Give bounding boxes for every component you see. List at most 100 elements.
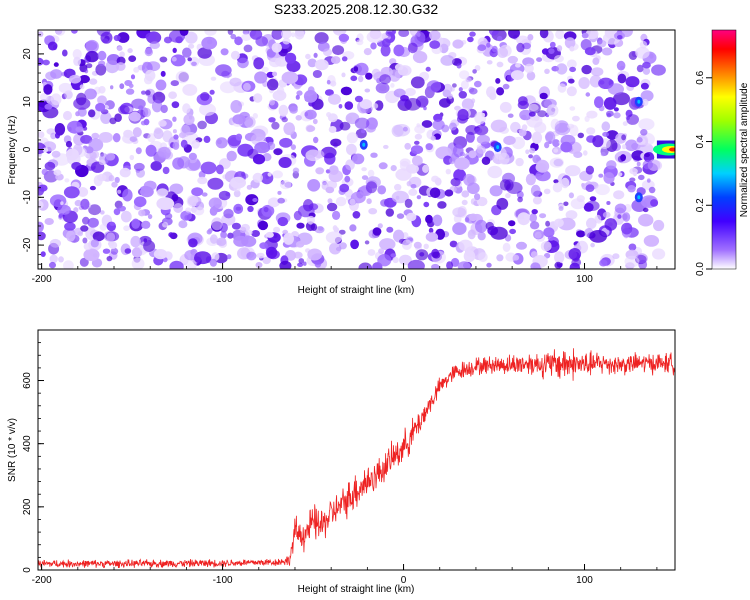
heatmap-blob xyxy=(201,192,208,197)
heatmap-blob xyxy=(303,90,318,103)
heatmap-blob xyxy=(640,90,654,102)
heatmap-blob xyxy=(324,89,334,96)
heatmap-blob xyxy=(581,64,592,75)
heatmap-blob xyxy=(188,238,198,248)
heatmap-blob xyxy=(106,256,113,262)
heatmap-blob xyxy=(440,55,455,66)
heatmap-blob xyxy=(600,151,606,157)
heatmap-blob xyxy=(100,31,113,44)
heatmap-blob xyxy=(243,44,253,53)
heatmap-blob xyxy=(508,220,516,227)
heatmap-blob xyxy=(175,36,183,44)
heatmap-blob xyxy=(159,56,168,63)
heatmap-blob xyxy=(283,122,296,136)
heatmap-blob xyxy=(391,190,409,204)
heatmap-blob xyxy=(346,143,357,156)
heatmap-blob xyxy=(601,121,611,132)
heatmap-blob xyxy=(330,138,342,147)
heatmap-blob xyxy=(200,91,210,101)
heatmap-blob xyxy=(269,57,282,68)
heatmap-blob xyxy=(556,45,563,52)
heatmap-blob xyxy=(43,84,53,95)
heatmap-blob xyxy=(97,95,107,105)
heatmap-blob xyxy=(133,196,147,207)
heatmap-blob xyxy=(254,141,271,154)
heatmap-blob xyxy=(606,110,614,117)
heatmap-blob xyxy=(617,172,623,177)
snr-x-axis-label: Height of straight line (km) xyxy=(298,584,415,595)
heatmap-blob xyxy=(90,239,99,248)
heatmap-blob xyxy=(295,115,302,121)
heatmap-blob xyxy=(180,124,191,137)
heatmap-blob xyxy=(109,117,117,125)
heatmap-blob xyxy=(516,241,527,250)
heatmap-blob xyxy=(268,117,276,123)
heatmap-blob xyxy=(590,242,595,248)
heatmap-blob xyxy=(330,56,341,64)
heatmap-blob xyxy=(184,250,198,261)
heatmap-blob xyxy=(651,64,666,76)
heatmap-blob xyxy=(429,40,441,49)
heatmap-blob xyxy=(145,144,157,157)
heatmap-blob xyxy=(345,159,355,171)
heatmap-blob xyxy=(42,106,59,119)
heatmap-blob xyxy=(38,221,44,233)
heatmap-blob xyxy=(354,117,370,129)
heatmap-blob xyxy=(169,183,184,195)
heatmap-blob xyxy=(307,248,323,261)
heatmap-blob xyxy=(425,214,433,224)
heatmap-blob xyxy=(328,113,338,123)
heatmap-blob xyxy=(412,155,423,166)
heatmap-blob xyxy=(406,212,417,222)
colorbar-tick-label: 0.6 xyxy=(695,70,706,84)
heatmap-blob xyxy=(128,55,137,62)
heatmap-blob xyxy=(641,98,649,107)
heatmap-blob xyxy=(354,95,363,103)
heatmap-blob xyxy=(183,114,195,125)
heatmap-blob xyxy=(182,84,198,96)
heatmap-blob xyxy=(98,60,106,67)
heatmap-blob xyxy=(457,108,469,121)
heatmap-blob xyxy=(261,66,269,73)
heatmap-blob xyxy=(468,150,477,159)
heatmap-blob xyxy=(365,181,378,194)
heatmap-blob xyxy=(585,184,595,193)
heatmap-blob xyxy=(133,162,145,171)
heatmap-blob xyxy=(172,129,177,134)
heatmap-blob xyxy=(185,31,198,44)
heatmap-blob xyxy=(303,199,314,212)
heatmap-blob xyxy=(567,123,575,129)
heatmap-blob xyxy=(359,99,373,110)
heatmap-blob xyxy=(361,175,369,181)
heatmap-blob xyxy=(68,126,72,132)
heatmap-blob xyxy=(352,211,361,219)
heatmap-blob xyxy=(627,185,636,193)
heatmap-blob xyxy=(457,261,471,269)
heatmap-blob xyxy=(474,127,483,134)
heatmap-blob xyxy=(314,32,329,44)
heatmap-blob xyxy=(563,201,569,207)
heatmap-blob xyxy=(592,135,604,148)
heatmap-blob xyxy=(613,190,625,200)
heatmap-blob xyxy=(267,197,280,208)
heatmap-blob xyxy=(635,46,650,59)
heatmap-blob xyxy=(185,207,192,213)
heatmap-blob xyxy=(83,242,92,251)
heatmap-blob xyxy=(510,121,521,133)
snr-panel: -200 -100 0 100 0 200 400 600 Height of straig… xyxy=(7,329,676,595)
heatmap-blob xyxy=(613,107,619,112)
heatmap-blob xyxy=(488,30,499,36)
heatmap-blob xyxy=(426,80,442,93)
heatmap-blob xyxy=(638,174,645,181)
heatmap-blob xyxy=(227,232,234,239)
heatmap-blob xyxy=(128,83,134,89)
heatmap-blob xyxy=(313,52,318,58)
heatmap-blob xyxy=(508,30,520,39)
heatmap-blob xyxy=(216,237,227,246)
heatmap-blob xyxy=(269,99,275,106)
heatmap-blob xyxy=(558,206,564,211)
heatmap-blob xyxy=(529,147,536,154)
heatmap-blob xyxy=(147,214,153,220)
heatmap-blob xyxy=(602,211,611,218)
heatmap-blob xyxy=(277,216,289,227)
